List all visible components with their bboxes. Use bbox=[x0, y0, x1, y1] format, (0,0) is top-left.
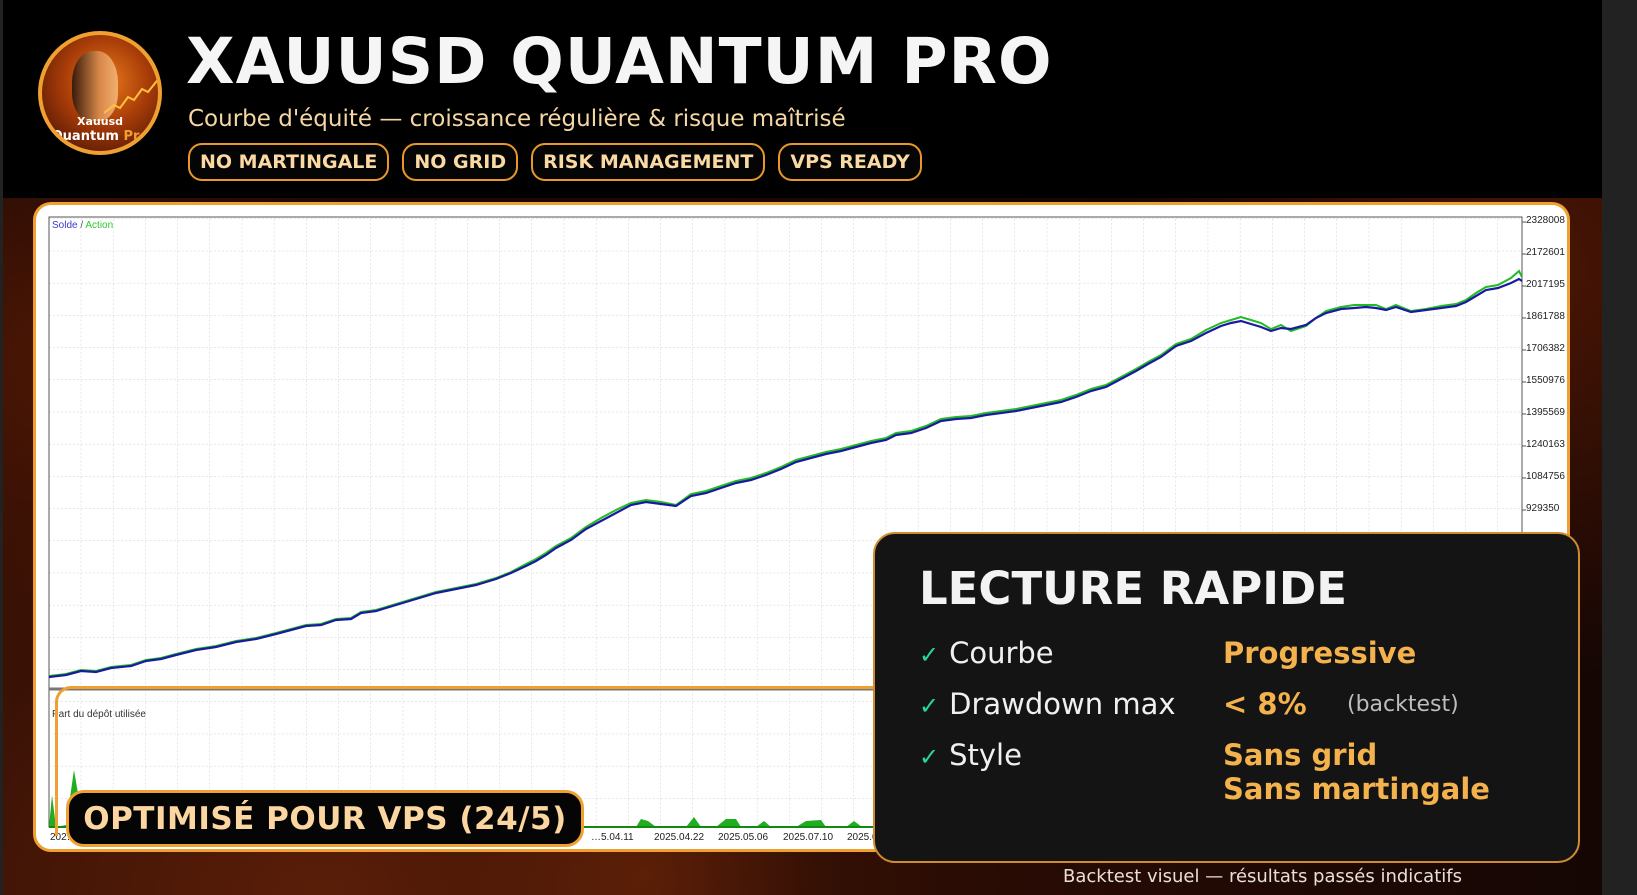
y-tick: 1550976 bbox=[1526, 375, 1565, 386]
feature-badges: NO MARTINGALE NO GRID RISK MANAGEMENT VP… bbox=[188, 143, 922, 181]
value-courbe: Progressive bbox=[1223, 636, 1417, 670]
y-tick: 1395569 bbox=[1526, 407, 1565, 418]
brand-logo: Xauusd Quantum Pro bbox=[38, 31, 162, 155]
check-icon: ✓ bbox=[919, 743, 940, 771]
row-style: ✓ Style bbox=[919, 738, 1022, 772]
x-tick: 2025.05.06 bbox=[718, 832, 769, 843]
legend-action: Action bbox=[85, 220, 114, 231]
page-title: XAUUSD QUANTUM PRO bbox=[186, 25, 1053, 98]
value-style-1: Sans grid bbox=[1223, 738, 1378, 772]
note-backtest: (backtest) bbox=[1347, 692, 1459, 717]
y-tick: 2172601 bbox=[1526, 247, 1565, 258]
y-tick: 1240163 bbox=[1526, 439, 1565, 450]
x-tick: 2025.08.01 bbox=[847, 832, 897, 843]
quick-read-card: LECTURE RAPIDE ✓ Courbe Progressive ✓ Draw… bbox=[873, 532, 1580, 863]
highlight-outline bbox=[55, 686, 1055, 836]
y-tick: 1084756 bbox=[1526, 471, 1565, 482]
header: Xauusd Quantum Pro XAUUSD QUANTUM PRO Co… bbox=[3, 0, 1602, 198]
row-courbe: ✓ Courbe bbox=[919, 636, 1054, 670]
x-tick: 2025.07.10 bbox=[783, 832, 834, 843]
check-icon: ✓ bbox=[919, 641, 940, 669]
balance-line bbox=[48, 277, 1523, 679]
rising-chart-icon bbox=[104, 77, 158, 114]
y-tick: 1706382 bbox=[1526, 343, 1565, 354]
badge-no-martingale: NO MARTINGALE bbox=[188, 143, 390, 181]
check-icon: ✓ bbox=[919, 692, 940, 720]
badge-risk-management: RISK MANAGEMENT bbox=[531, 143, 766, 181]
value-style-2: Sans martingale bbox=[1223, 772, 1490, 806]
vps-optimized-badge: OPTIMISÉ POUR VPS (24/5) bbox=[66, 790, 584, 847]
legend-solde: Solde bbox=[52, 220, 78, 231]
y-tick: 2328008 bbox=[1526, 215, 1565, 226]
disclaimer-note: Backtest visuel — résultats passés indic… bbox=[1063, 866, 1462, 887]
page-subtitle: Courbe d'équité — croissance régulière &… bbox=[188, 106, 846, 132]
page-background: Xauusd Quantum Pro XAUUSD QUANTUM PRO Co… bbox=[3, 0, 1602, 895]
y-tick: 929350 bbox=[1526, 503, 1560, 514]
chart-legend: Solde / Action bbox=[52, 220, 114, 231]
x-tick: 202… bbox=[50, 832, 77, 843]
x-tick: …5.04.11 bbox=[591, 832, 634, 843]
x-tick: 2025.04.22 bbox=[654, 832, 705, 843]
y-tick: 1861788 bbox=[1526, 311, 1565, 322]
logo-text-line1: Xauusd bbox=[77, 115, 123, 128]
row-drawdown: ✓ Drawdown max bbox=[919, 687, 1176, 721]
badge-no-grid: NO GRID bbox=[402, 143, 519, 181]
y-tick: 2017195 bbox=[1526, 279, 1565, 290]
quick-read-title: LECTURE RAPIDE bbox=[919, 562, 1348, 615]
badge-vps-ready: VPS READY bbox=[778, 143, 922, 181]
robot-face-icon bbox=[72, 51, 118, 121]
value-drawdown: < 8% bbox=[1223, 687, 1307, 721]
logo-text-line2: Quantum Pro bbox=[51, 129, 149, 144]
sub-chart-label: Part du dépôt utilisée bbox=[52, 709, 146, 720]
